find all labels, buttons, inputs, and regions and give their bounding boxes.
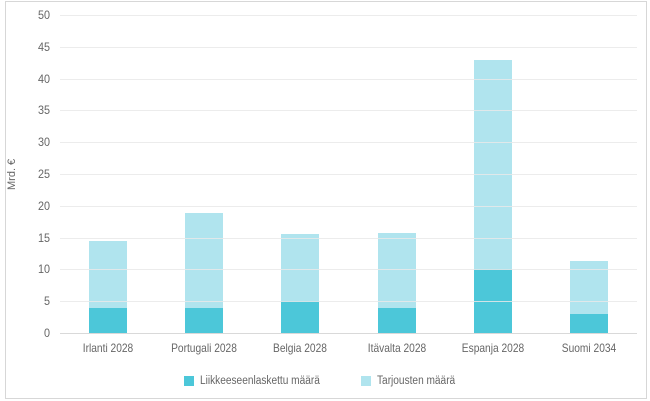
legend-item-offered-amount: Tarjousten määrä xyxy=(360,375,466,387)
bar-segment-portugali-2028-issued xyxy=(185,307,224,333)
x-axis-label-irlanti-2028: Irlanti 2028 xyxy=(82,341,134,355)
bar-segment-belgia-2028-offered xyxy=(281,234,320,302)
x-axis-label-portugali-2028: Portugali 2028 xyxy=(171,341,238,355)
bar-segment-irlanti-2028-offered xyxy=(89,240,128,308)
legend-label-issued-amount: Liikkeeseenlaskettu määrä xyxy=(200,375,321,387)
legend-item-issued-amount: Liikkeeseenlaskettu määrä xyxy=(184,375,336,387)
bar-segment-irlanti-2028-issued xyxy=(89,307,128,333)
gridline-y-50 xyxy=(60,15,637,16)
legend-swatch-offered-amount xyxy=(360,376,371,386)
y-axis-tick-label-10: 10 xyxy=(37,262,50,277)
gridline-y-45 xyxy=(60,46,637,48)
bar-segment-portugali-2028-offered xyxy=(185,213,224,308)
y-axis-tick-label-0: 0 xyxy=(43,326,50,340)
gridline-y-20 xyxy=(60,205,637,207)
y-axis-tick-label-25: 25 xyxy=(37,167,50,181)
gridline-y-35 xyxy=(60,110,637,112)
gridline-y-5 xyxy=(60,301,637,303)
bar-segment-suomi-2034-issued xyxy=(569,313,608,333)
y-axis-tick-label-30: 30 xyxy=(37,135,50,150)
y-axis-tick-label-45: 45 xyxy=(37,39,50,54)
bar-segment-espanja-2028-offered xyxy=(473,59,512,270)
legend-swatch-issued-amount xyxy=(184,376,195,386)
x-axis-label-it-valta-2028: Itävalta 2028 xyxy=(367,341,426,355)
y-axis-tick-label-40: 40 xyxy=(37,71,50,86)
x-axis-label-belgia-2028: Belgia 2028 xyxy=(273,341,328,355)
y-axis-tick-label-50: 50 xyxy=(37,8,50,22)
gridline-y-25 xyxy=(60,174,637,175)
y-axis-tick-label-20: 20 xyxy=(37,198,50,213)
y-axis-tick-label-15: 15 xyxy=(37,230,50,245)
y-axis-tick-label-35: 35 xyxy=(37,103,50,118)
bar-segment-belgia-2028-issued xyxy=(281,301,320,333)
legend: Liikkeeseenlaskettu määrä Tarjousten mää… xyxy=(0,371,650,391)
x-axis-label-espanja-2028: Espanja 2028 xyxy=(461,341,524,355)
plot-area xyxy=(60,15,637,334)
legend-label-offered-amount: Tarjousten määrä xyxy=(376,375,455,387)
gridline-y-30 xyxy=(60,142,637,144)
gridline-y-40 xyxy=(60,78,637,80)
bar-segment-it-valta-2028-issued xyxy=(377,307,416,333)
x-axis-label-suomi-2034: Suomi 2034 xyxy=(561,341,617,355)
gridline-y-15 xyxy=(60,237,637,239)
y-axis-tick-label-5: 5 xyxy=(43,294,50,309)
gridline-y-10 xyxy=(60,269,637,271)
